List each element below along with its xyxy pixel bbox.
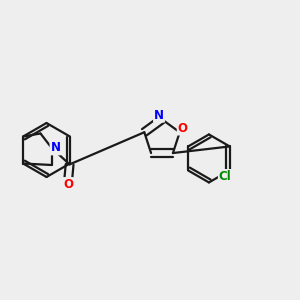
Text: Cl: Cl <box>219 170 232 183</box>
Text: N: N <box>50 141 61 154</box>
Text: O: O <box>63 178 73 191</box>
Text: N: N <box>154 109 164 122</box>
Text: O: O <box>178 122 188 135</box>
